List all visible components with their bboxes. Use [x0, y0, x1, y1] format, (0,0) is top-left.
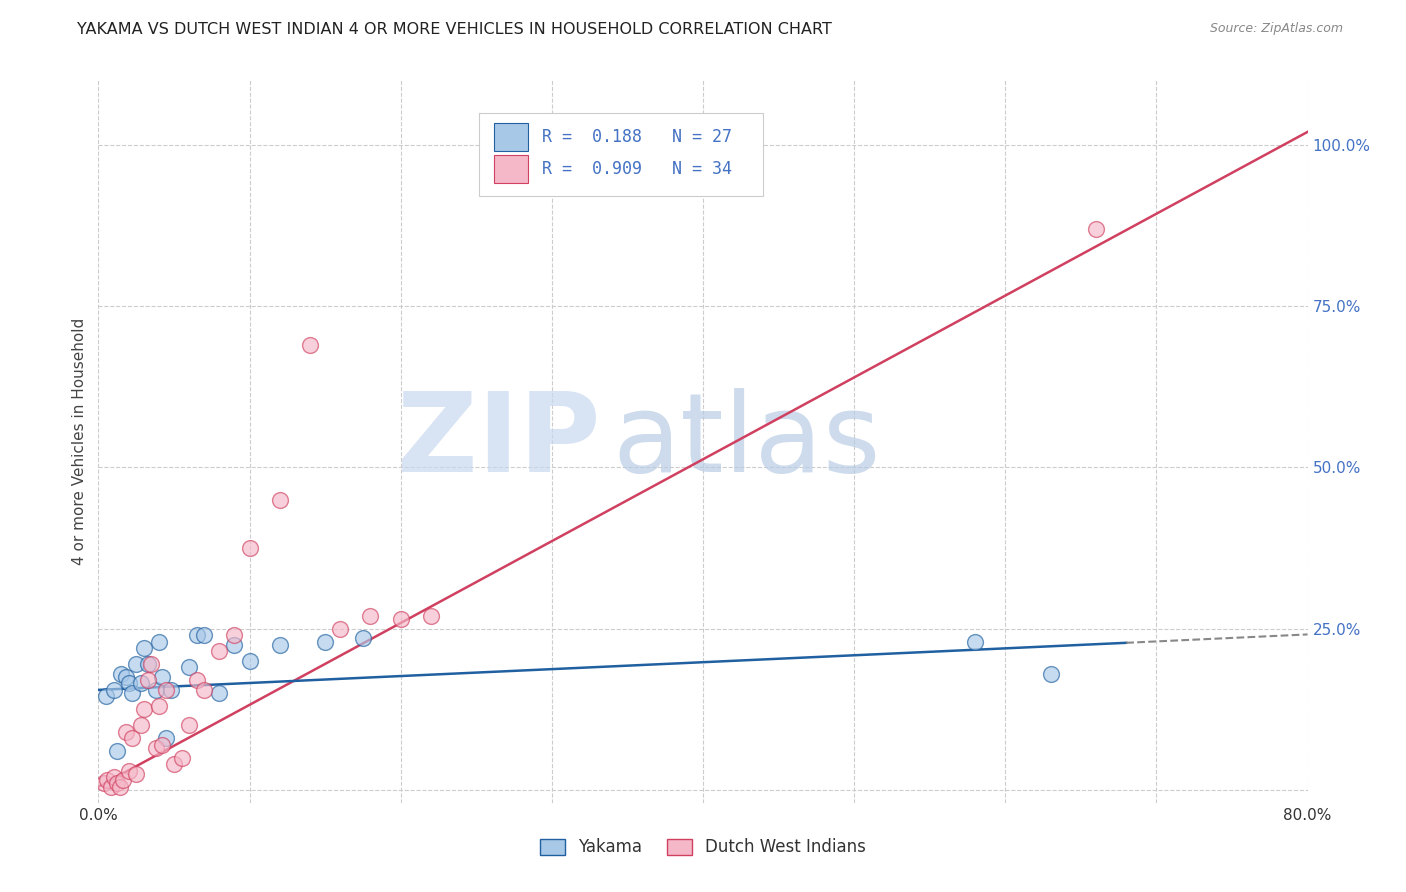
Point	[269, 492, 291, 507]
Point	[208, 644, 231, 658]
Point	[145, 682, 167, 697]
Point	[121, 686, 143, 700]
Point	[132, 702, 155, 716]
Point	[163, 757, 186, 772]
Point	[150, 670, 173, 684]
Point	[965, 634, 987, 648]
Point	[129, 676, 152, 690]
Point	[160, 682, 183, 697]
Point	[103, 682, 125, 697]
Text: ZIP: ZIP	[396, 388, 600, 495]
Point	[94, 690, 117, 704]
Point	[352, 632, 374, 646]
Point	[118, 764, 141, 778]
Point	[389, 612, 412, 626]
Text: Source: ZipAtlas.com: Source: ZipAtlas.com	[1209, 22, 1343, 36]
Point	[186, 673, 208, 688]
Point	[314, 634, 336, 648]
FancyBboxPatch shape	[494, 123, 527, 151]
Point	[150, 738, 173, 752]
Text: R =  0.188   N = 27: R = 0.188 N = 27	[543, 128, 733, 146]
Point	[129, 718, 152, 732]
Point	[105, 776, 128, 790]
Y-axis label: 4 or more Vehicles in Household: 4 or more Vehicles in Household	[72, 318, 87, 566]
Point	[93, 776, 115, 790]
Point	[96, 773, 118, 788]
Point	[108, 780, 131, 794]
Point	[193, 628, 215, 642]
Point	[110, 666, 132, 681]
Point	[186, 628, 208, 642]
Point	[155, 731, 177, 746]
Point	[145, 741, 167, 756]
Point	[269, 638, 291, 652]
Point	[155, 682, 177, 697]
Point	[105, 744, 128, 758]
Text: YAKAMA VS DUTCH WEST INDIAN 4 OR MORE VEHICLES IN HOUSEHOLD CORRELATION CHART: YAKAMA VS DUTCH WEST INDIAN 4 OR MORE VE…	[77, 22, 832, 37]
Point	[121, 731, 143, 746]
Point	[193, 682, 215, 697]
Point	[420, 608, 443, 623]
Point	[208, 686, 231, 700]
Point	[239, 654, 262, 668]
Point	[132, 640, 155, 655]
Point	[224, 628, 246, 642]
Point	[148, 634, 170, 648]
Point	[125, 766, 148, 780]
Point	[179, 660, 201, 674]
Point	[100, 780, 122, 794]
FancyBboxPatch shape	[494, 155, 527, 183]
Point	[360, 608, 382, 623]
Point	[118, 676, 141, 690]
Point	[114, 724, 136, 739]
Point	[170, 750, 193, 764]
Point	[179, 718, 201, 732]
Point	[136, 673, 159, 688]
Point	[1085, 221, 1108, 235]
Point	[114, 670, 136, 684]
Point	[224, 638, 246, 652]
Point	[299, 338, 322, 352]
Point	[239, 541, 262, 555]
Legend: Yakama, Dutch West Indians: Yakama, Dutch West Indians	[533, 831, 873, 863]
Point	[136, 657, 159, 672]
Point	[329, 622, 352, 636]
Point	[141, 657, 163, 672]
Point	[111, 773, 134, 788]
Text: atlas: atlas	[613, 388, 880, 495]
Text: R =  0.909   N = 34: R = 0.909 N = 34	[543, 161, 733, 178]
Point	[125, 657, 148, 672]
Point	[1039, 666, 1062, 681]
FancyBboxPatch shape	[479, 112, 763, 196]
Point	[148, 699, 170, 714]
Point	[103, 770, 125, 784]
